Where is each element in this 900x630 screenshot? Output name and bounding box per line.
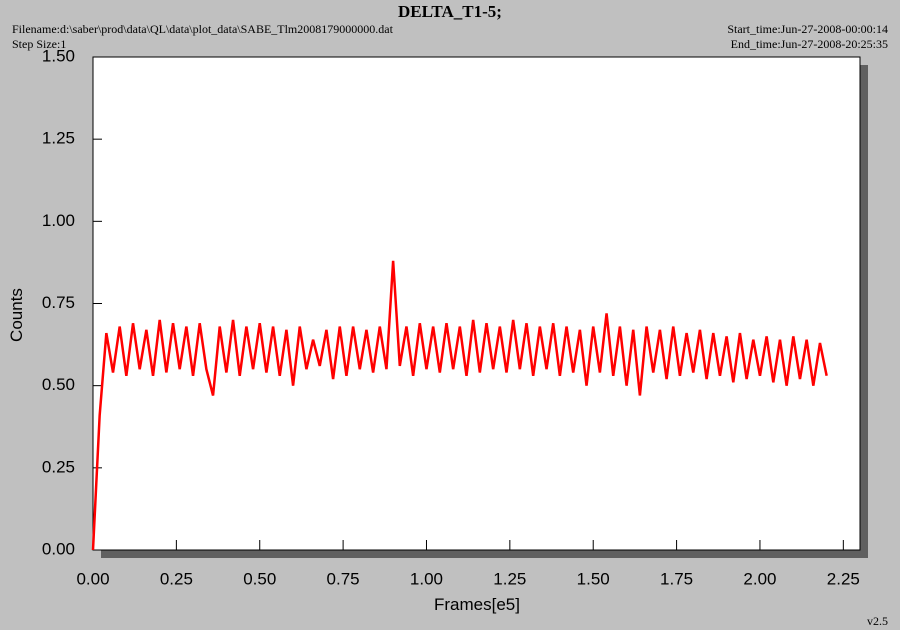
y-tick-label: 0.50 xyxy=(42,375,75,394)
step-size: Step Size:1 xyxy=(12,37,66,51)
x-tick-label: 0.50 xyxy=(243,569,276,588)
y-tick-label: 0.75 xyxy=(42,293,75,312)
plot-area xyxy=(92,56,861,551)
start-time: Start_time:Jun-27-2008-00:00:14 xyxy=(727,22,888,36)
data-line xyxy=(91,260,828,551)
x-tick-label: 1.25 xyxy=(493,569,526,588)
x-axis-label: Frames[e5] xyxy=(434,595,520,614)
y-tick-label: 1.00 xyxy=(42,211,75,230)
y-tick-label: 1.25 xyxy=(42,129,75,148)
x-tick-label: 0.75 xyxy=(327,569,360,588)
title: DELTA_T1-5; xyxy=(398,2,502,21)
x-tick-label: 2.25 xyxy=(827,569,860,588)
y-tick-label: 0.00 xyxy=(42,539,75,558)
y-axis-label: Counts xyxy=(7,288,26,342)
version: v2.5 xyxy=(867,614,888,628)
end-time: End_time:Jun-27-2008-20:25:35 xyxy=(731,37,888,51)
x-tick-label: 1.50 xyxy=(577,569,610,588)
x-tick-label: 0.00 xyxy=(76,569,109,588)
x-tick-label: 2.00 xyxy=(743,569,776,588)
y-tick-label: 1.50 xyxy=(42,46,75,65)
x-tick-label: 1.00 xyxy=(410,569,443,588)
filename: Filename:d:\saber\prod\data\QL\data\plot… xyxy=(12,22,394,36)
y-tick-label: 0.25 xyxy=(42,457,75,476)
x-tick-label: 1.75 xyxy=(660,569,693,588)
x-tick-label: 0.25 xyxy=(160,569,193,588)
